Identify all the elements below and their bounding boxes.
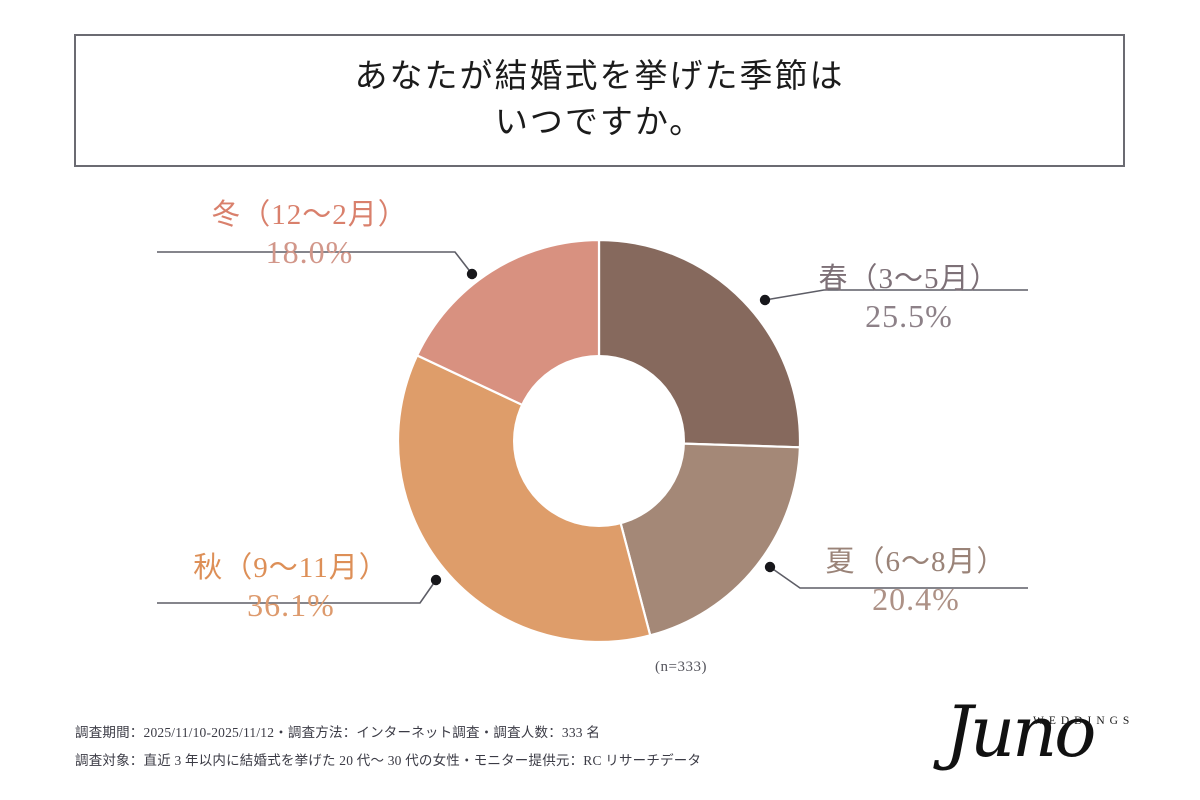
slice-label-autumn-category: 秋（9〜11月） <box>193 552 389 584</box>
donut-slice <box>597 238 802 449</box>
slice-label-summer-category: 夏（6〜8月） <box>825 546 1007 578</box>
slice-label-autumn: 秋（9〜11月） 36.1% <box>157 551 425 627</box>
leader-dot-summer <box>764 561 776 573</box>
sample-size-note: (n=333) <box>655 659 707 675</box>
donut-slice <box>597 439 802 637</box>
slice-label-winter-category: 冬（12〜2月） <box>211 199 408 231</box>
survey-meta-line-1: 調査期間：2025/11/10-2025/11/12・調査方法：インターネット調… <box>75 725 601 740</box>
leader-dots <box>430 268 776 586</box>
slice-label-autumn-percent: 36.1% <box>247 587 335 624</box>
slice-label-spring: 春（3〜5月） 25.5% <box>793 262 1025 338</box>
page-title-line-1: あなたが結婚式を挙げた季節は <box>354 58 845 95</box>
slice-label-winter: 冬（12〜2月） 18.0% <box>157 198 462 274</box>
page-title-line-2: いつですか。 <box>494 104 705 141</box>
donut-hole <box>513 355 685 527</box>
slice-label-spring-percent: 25.5% <box>865 298 953 335</box>
brand-logo: Juno WEDDINGS <box>945 693 1150 778</box>
slice-label-spring-category: 春（3〜5月） <box>818 263 1000 295</box>
brand-logo-wordmark: Juno <box>945 691 1096 773</box>
donut-slice <box>396 353 652 644</box>
slice-label-summer: 夏（6〜8月） 20.4% <box>800 545 1032 621</box>
slice-label-summer-percent: 20.4% <box>872 581 960 618</box>
leader-dot-winter <box>466 268 478 280</box>
slice-label-winter-percent: 18.0% <box>265 234 354 271</box>
leader-dot-spring <box>759 294 771 306</box>
title-box: あなたが結婚式を挙げた季節は いつですか。 <box>74 34 1125 167</box>
survey-meta-line-2: 調査対象：直近 3 年以内に結婚式を挙げた 20 代〜 30 代の女性・モニター… <box>75 752 702 768</box>
brand-logo-subtitle: WEDDINGS <box>1033 715 1135 727</box>
donut-slices <box>396 238 802 644</box>
leader-dot-autumn <box>430 574 442 586</box>
survey-meta: 調査期間：2025/11/10-2025/11/12・調査方法：インターネット調… <box>75 719 775 774</box>
